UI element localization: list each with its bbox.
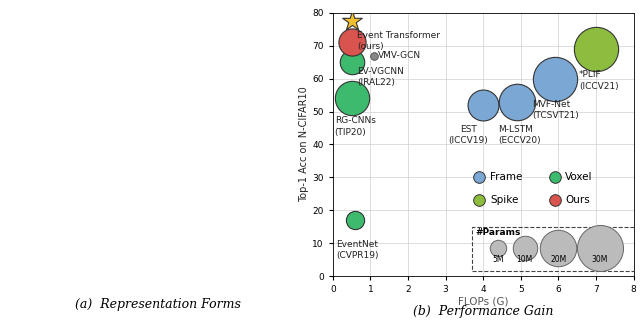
Text: EventNet
(CVPR19): EventNet (CVPR19) bbox=[337, 240, 379, 260]
Text: 5M: 5M bbox=[493, 255, 504, 264]
Text: 10M: 10M bbox=[516, 255, 532, 264]
Text: EV-VGCNN
(IRAL22): EV-VGCNN (IRAL22) bbox=[357, 67, 404, 87]
Point bbox=[478, 102, 488, 108]
Text: EST
(ICCV19): EST (ICCV19) bbox=[448, 125, 488, 145]
Text: VMV-GCN: VMV-GCN bbox=[378, 51, 421, 60]
Text: Frame: Frame bbox=[490, 172, 522, 182]
Point bbox=[520, 246, 530, 251]
Text: M-LSTM
(ECCV20): M-LSTM (ECCV20) bbox=[499, 125, 541, 145]
Text: Spike: Spike bbox=[490, 195, 518, 205]
Point bbox=[474, 175, 484, 180]
Point bbox=[591, 47, 601, 52]
Text: #Params: #Params bbox=[475, 228, 520, 237]
Text: Event Transformer
(ours): Event Transformer (ours) bbox=[357, 31, 440, 51]
Point bbox=[493, 246, 504, 251]
Point bbox=[346, 60, 356, 65]
Text: RG-CNNs
(TIP20): RG-CNNs (TIP20) bbox=[335, 117, 376, 136]
Text: (a)  Representation Forms: (a) Representation Forms bbox=[76, 299, 241, 311]
Text: 30M: 30M bbox=[591, 255, 608, 264]
Point bbox=[369, 53, 380, 58]
Point bbox=[554, 246, 564, 251]
Point bbox=[350, 218, 360, 223]
X-axis label: FLOPs (G): FLOPs (G) bbox=[458, 297, 508, 307]
Point bbox=[550, 198, 560, 203]
Text: (b)  Performance Gain: (b) Performance Gain bbox=[413, 305, 554, 318]
Point bbox=[346, 19, 356, 24]
Point bbox=[550, 76, 560, 81]
Point bbox=[512, 99, 522, 104]
Point bbox=[474, 198, 484, 203]
Y-axis label: Top-1 Acc on N-CIFAR10: Top-1 Acc on N-CIFAR10 bbox=[300, 87, 310, 202]
Point bbox=[595, 246, 605, 251]
Text: 20M: 20M bbox=[550, 255, 566, 264]
Text: MVF-Net
(TCSVT21): MVF-Net (TCSVT21) bbox=[532, 100, 579, 120]
Text: Voxel: Voxel bbox=[565, 172, 593, 182]
Point bbox=[550, 175, 560, 180]
Text: *PLIF
(ICCV21): *PLIF (ICCV21) bbox=[579, 70, 619, 91]
Point bbox=[346, 96, 356, 101]
Point bbox=[346, 40, 356, 45]
Text: Ours: Ours bbox=[565, 195, 590, 205]
